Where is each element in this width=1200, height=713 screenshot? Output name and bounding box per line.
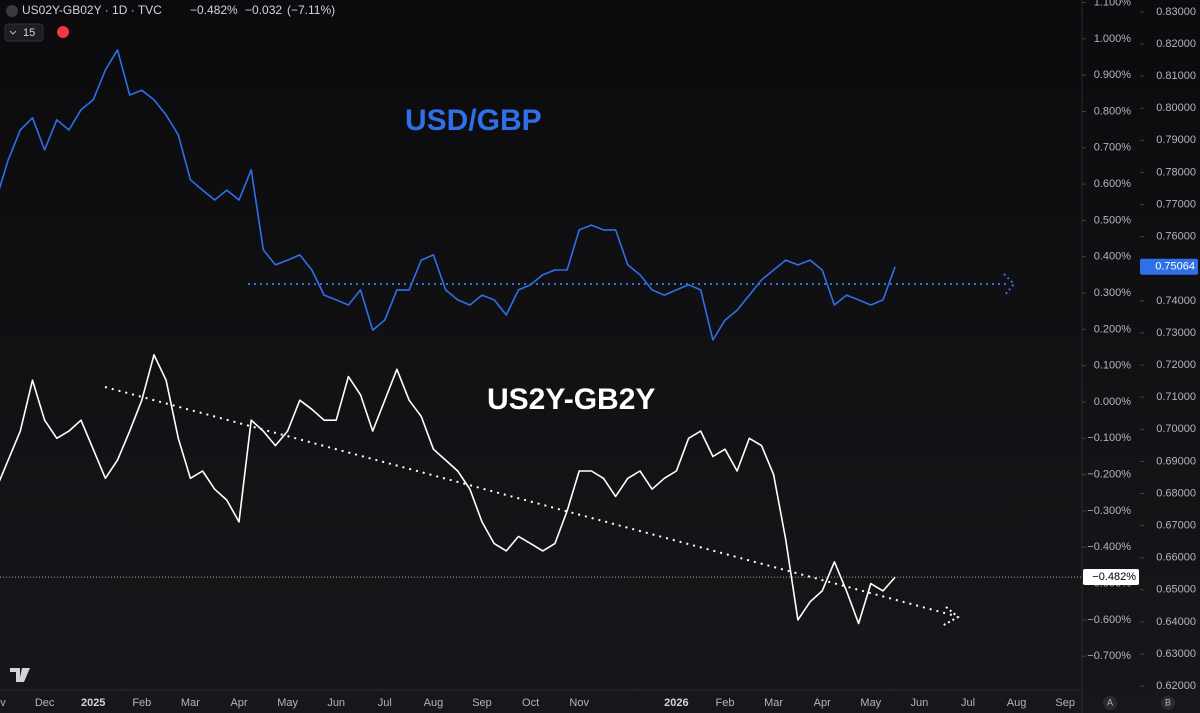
trend-arrow: [941, 606, 960, 627]
y-tick-label: −0.600%: [1087, 614, 1131, 626]
logo: [10, 668, 30, 682]
y-tick-label: 0.500%: [1094, 214, 1132, 226]
x-tick-label: Jun: [327, 697, 345, 709]
y2-tick-label: 0.64000: [1156, 616, 1196, 628]
x-tick-label: Dec: [35, 697, 55, 709]
x-tick-label: Nov: [569, 697, 589, 709]
y-tick-label: 0.400%: [1094, 251, 1132, 263]
y-tick-label: −0.200%: [1087, 469, 1131, 481]
x-tick-label: Nov: [0, 697, 6, 709]
y-tick-label: −0.700%: [1087, 650, 1131, 662]
x-tick-label: Jul: [378, 697, 392, 709]
y2-tick-label: 0.81000: [1156, 70, 1196, 82]
annotation: USD/GBP: [405, 104, 542, 137]
y-tick-label: 1.100%: [1094, 0, 1132, 8]
x-tick-label: Apr: [814, 697, 831, 709]
x-tick-label: 2025: [81, 697, 105, 709]
axis-badge[interactable]: [1161, 696, 1175, 710]
last-value-tag: [1140, 258, 1198, 275]
y-tick-label: 0.600%: [1094, 178, 1132, 190]
x-tick-label: Mar: [764, 697, 783, 709]
symbol-icon[interactable]: [6, 5, 18, 17]
last-value-label: −0.482%: [1092, 571, 1136, 583]
y2-tick-label: 0.79000: [1156, 134, 1196, 146]
x-tick-label: Sep: [1055, 697, 1075, 709]
y2-tick-label: 0.66000: [1156, 552, 1196, 564]
x-tick-label: Mar: [181, 697, 200, 709]
y2-tick-label: 0.76000: [1156, 231, 1196, 243]
x-tick-label: Apr: [230, 697, 247, 709]
series-line: [0, 49, 896, 341]
indicator-toggle[interactable]: [4, 23, 44, 42]
y-tick-label: 0.800%: [1094, 105, 1132, 117]
alert-icon[interactable]: [57, 26, 69, 38]
y2-tick-label: 0.73000: [1156, 327, 1196, 339]
y2-tick-label: 0.63000: [1156, 648, 1196, 660]
chevron: [9, 30, 17, 35]
y2-tick-label: 0.72000: [1156, 359, 1196, 371]
last-value: −0.482%: [190, 3, 238, 17]
y2-tick-label: 0.74000: [1156, 295, 1196, 307]
y2-tick-label: 0.83000: [1156, 6, 1196, 18]
axis-badge-label: B: [1165, 697, 1171, 707]
y2-tick-label: 0.68000: [1156, 487, 1196, 499]
y2-tick-label: 0.80000: [1156, 102, 1196, 114]
change-pct: (−7.11%): [287, 3, 335, 17]
axis-badge-label: A: [1107, 697, 1113, 707]
y-tick-label: 0.000%: [1094, 396, 1132, 408]
x-tick-label: Aug: [1007, 697, 1027, 709]
y-tick-label: 0.700%: [1094, 142, 1132, 154]
last-value-label: 0.75064: [1155, 261, 1195, 273]
y2-tick-label: 0.71000: [1156, 391, 1196, 403]
indicator-count: 15: [23, 27, 35, 39]
series-line: [0, 354, 896, 625]
annotation: US2Y-GB2Y: [487, 383, 655, 416]
last-value-tag: [1083, 569, 1139, 586]
x-tick-label: 2026: [664, 697, 688, 709]
y-tick-label: 0.900%: [1094, 69, 1132, 81]
change: −0.032: [245, 3, 282, 17]
y2-tick-label: 0.65000: [1156, 584, 1196, 596]
x-tick-label: Feb: [716, 697, 735, 709]
x-tick-label: Oct: [522, 697, 539, 709]
plot-area: [0, 49, 1016, 627]
y-tick-label: 0.100%: [1094, 360, 1132, 372]
y-tick-label: −0.300%: [1087, 505, 1131, 517]
x-tick-label: May: [277, 697, 298, 709]
x-tick-label: Feb: [132, 697, 151, 709]
y2-tick-label: 0.82000: [1156, 38, 1196, 50]
y-tick-label: 0.200%: [1094, 323, 1132, 335]
y-tick-label: 1.000%: [1094, 33, 1132, 45]
y2-tick-label: 0.62000: [1156, 680, 1196, 692]
symbol[interactable]: US02Y-GB02Y · 1D · TVC: [22, 3, 162, 17]
x-tick-label: Sep: [472, 697, 492, 709]
x-tick-label: Jul: [961, 697, 975, 709]
axis-badge[interactable]: [1103, 696, 1117, 710]
y2-tick-label: 0.67000: [1156, 520, 1196, 532]
y2-tick-label: 0.78000: [1156, 166, 1196, 178]
y2-tick-label: 0.69000: [1156, 455, 1196, 467]
y2-tick-label: 0.77000: [1156, 198, 1196, 210]
y-tick-label: 0.300%: [1094, 287, 1132, 299]
y2-tick-label: 0.70000: [1156, 423, 1196, 435]
x-tick-label: Jun: [911, 697, 929, 709]
y-tick-label: −0.400%: [1087, 541, 1131, 553]
x-tick-label: May: [860, 697, 881, 709]
x-tick-label: Aug: [424, 697, 444, 709]
y-tick-label: −0.100%: [1087, 432, 1131, 444]
